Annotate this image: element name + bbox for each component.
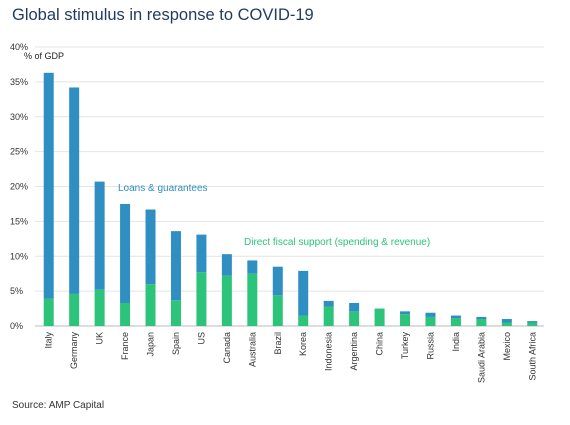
bar-segment (450, 318, 461, 326)
x-tick-label: South Africa (527, 332, 537, 381)
y-tick-label: 20% (10, 182, 28, 192)
bar-segment (476, 319, 487, 326)
bar-segment (120, 302, 131, 326)
bar-segment (476, 316, 487, 320)
bar-segment (120, 203, 131, 303)
x-tick-label: India (451, 332, 461, 352)
bar-segment (400, 314, 411, 326)
bar-segment (145, 284, 156, 326)
bar-segment (145, 209, 156, 285)
x-tick-label: Italy (44, 332, 54, 349)
y-tick-label: 35% (10, 77, 28, 87)
bar-segment (298, 270, 309, 316)
y-tick-label: 40% (10, 42, 28, 52)
x-tick-label: Turkey (400, 332, 410, 360)
bar-segment (247, 273, 258, 326)
y-tick-label: 30% (10, 112, 28, 122)
loans-annotation: Loans & guarantees (118, 183, 208, 194)
bar-segment (247, 260, 258, 274)
bar-segment (323, 306, 334, 326)
x-tick-label: UK (95, 332, 105, 345)
chart-title: Global stimulus in response to COVID-19 (12, 6, 314, 24)
y-axis-ticks: 0% 5% 10% 15% 20% 25% 30% 35% 40% (10, 42, 28, 331)
x-tick-label: China (375, 332, 385, 356)
bar-segment (349, 302, 360, 312)
x-tick-label: Japan (146, 332, 156, 357)
x-tick-label: Spain (171, 332, 181, 355)
y-tick-label: 5% (10, 286, 23, 296)
bar-segment (170, 300, 181, 326)
bar-segment (501, 319, 512, 323)
x-axis-ticks: Italy Germany UK France Japan Spain US Canada Au… (44, 332, 538, 384)
bar-segment (425, 312, 436, 317)
bar-segment (196, 234, 207, 273)
bar-segment (272, 295, 283, 326)
bar-segment (349, 311, 360, 326)
x-tick-label: France (120, 332, 130, 360)
x-tick-label: Germany (69, 332, 79, 370)
fiscal-annotation: Direct fiscal support (spending & revenu… (244, 237, 430, 248)
gridlines (35, 46, 544, 327)
bar-segment (400, 311, 411, 315)
bar-segment (94, 289, 105, 326)
bar-segment (501, 322, 512, 326)
y-tick-label: 25% (10, 147, 28, 157)
bar-segment (298, 315, 309, 326)
bar-segment (221, 254, 232, 276)
x-tick-label: Russia (425, 332, 435, 360)
bar-segment (527, 322, 538, 326)
bars (43, 72, 538, 326)
x-tick-label: US (196, 332, 206, 345)
x-tick-label: Saudi Arabia (476, 332, 486, 383)
bar-segment (527, 321, 538, 323)
bar-segment (94, 181, 105, 290)
y-tick-label: 15% (10, 216, 28, 226)
bar-segment (272, 266, 283, 296)
x-tick-label: Indonesia (324, 332, 334, 371)
bar-segment (69, 293, 80, 326)
x-tick-label: Korea (298, 332, 308, 356)
x-tick-label: Brazil (273, 332, 283, 355)
bar-segment (323, 300, 334, 307)
y-tick-label: 0% (10, 321, 23, 331)
bar-segment (425, 316, 436, 326)
y-tick-label: 10% (10, 251, 28, 261)
source-note: Source: AMP Capital (12, 400, 105, 411)
bar-segment (221, 275, 232, 326)
x-tick-label: Mexico (502, 332, 512, 361)
x-tick-label: Australia (247, 332, 257, 367)
bar-segment (69, 87, 80, 294)
x-tick-label: Canada (222, 332, 232, 364)
y-axis-label: % of GDP (24, 51, 64, 61)
bar-segment (170, 231, 181, 301)
bar-segment (374, 308, 385, 326)
bar-segment (196, 272, 207, 326)
bar-segment (450, 315, 461, 319)
x-tick-label: Argentina (349, 332, 359, 371)
bar-segment (43, 72, 54, 299)
bar-segment (43, 298, 54, 326)
